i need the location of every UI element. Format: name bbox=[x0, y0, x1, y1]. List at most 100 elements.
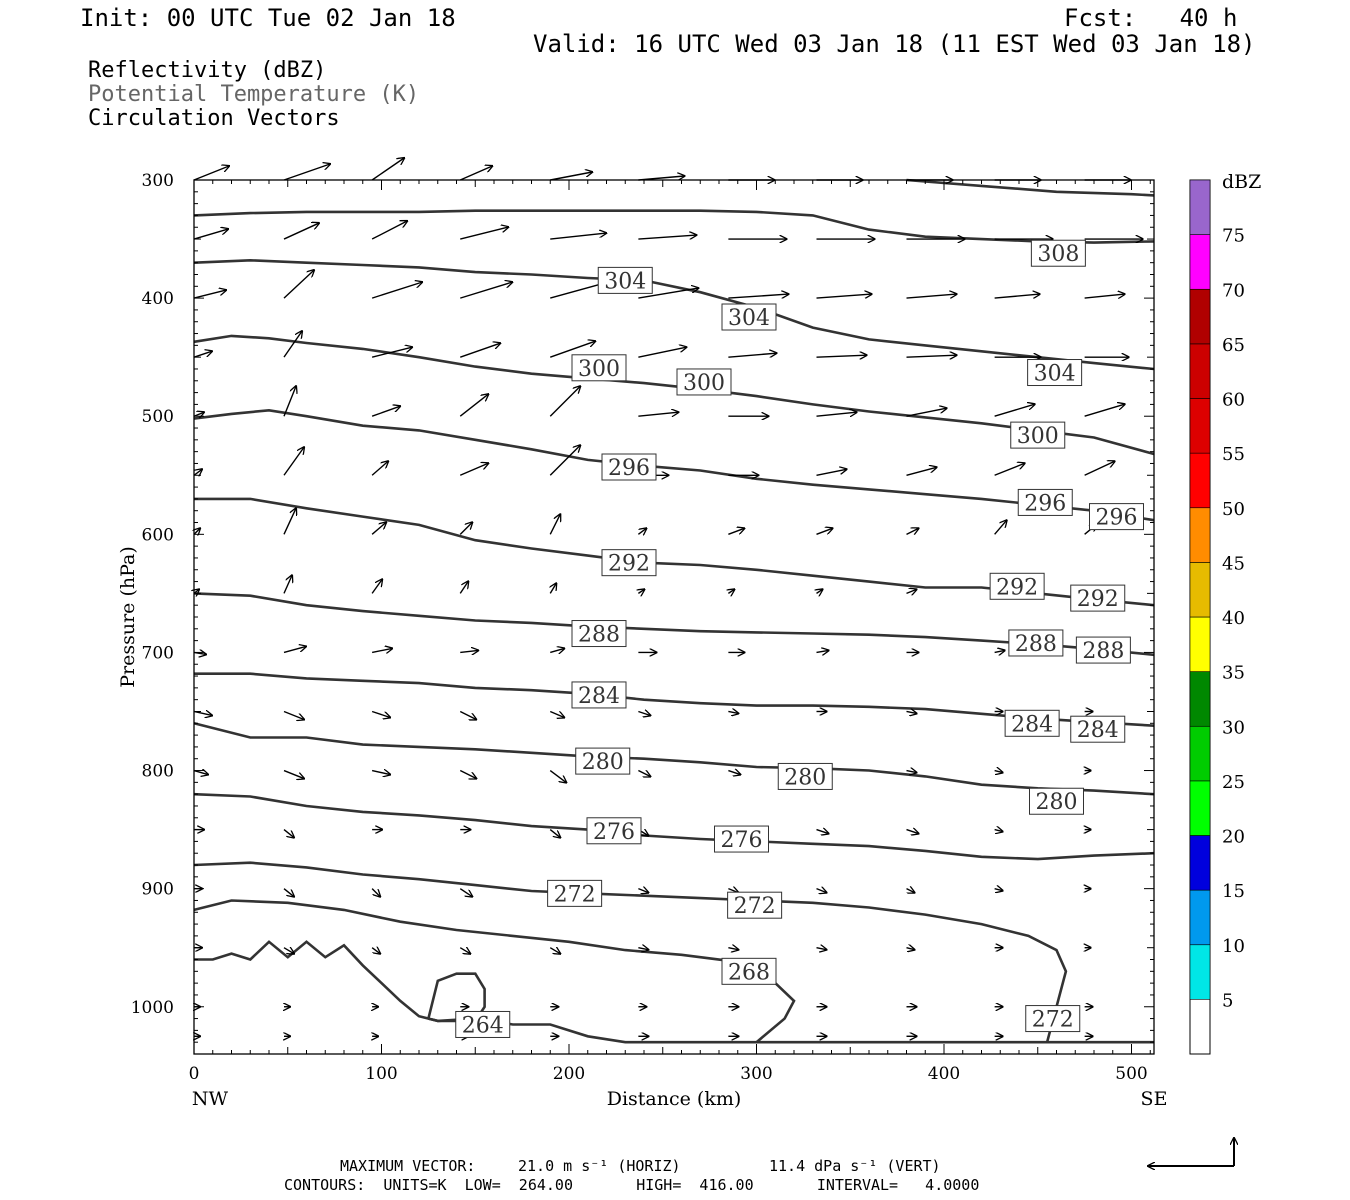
contour-label-box bbox=[1070, 715, 1126, 743]
y-tick-label: 400 bbox=[142, 289, 174, 309]
circulation-vector bbox=[549, 445, 580, 476]
circulation-vector bbox=[994, 771, 1003, 773]
circulation-vector bbox=[816, 294, 872, 299]
circulation-vector bbox=[549, 514, 560, 535]
contour-label-box bbox=[575, 747, 631, 775]
contour-label-box bbox=[1070, 584, 1126, 612]
colorbar-label-10: 10 bbox=[1222, 936, 1245, 957]
circulation-vector bbox=[460, 343, 500, 358]
colorbar-swatch-50 bbox=[1189, 452, 1211, 509]
max-vector-vertical: 11.4 dPa s⁻¹ (VERT) bbox=[769, 1157, 941, 1175]
circulation-vector bbox=[194, 589, 199, 593]
circulation-vector bbox=[459, 463, 488, 476]
colorbar-swatch-75 bbox=[1189, 179, 1211, 235]
circulation-vector bbox=[906, 467, 937, 476]
circulation-vector bbox=[459, 166, 492, 181]
colorbar-swatch-10 bbox=[1189, 889, 1211, 946]
init-time: Init: 00 UTC Tue 02 Jan 18 bbox=[80, 4, 456, 32]
colorbar-label-65: 65 bbox=[1222, 335, 1245, 356]
contour-line-276 bbox=[193, 792, 1155, 861]
circulation-vector bbox=[906, 771, 917, 773]
colorbar-label-50: 50 bbox=[1222, 499, 1245, 520]
circulation-vector bbox=[283, 508, 296, 535]
contour-label-box bbox=[455, 1010, 511, 1038]
circulation-vector bbox=[549, 710, 564, 717]
circulation-vector bbox=[371, 221, 407, 240]
circulation-vector bbox=[906, 589, 917, 593]
circulation-vector bbox=[459, 948, 470, 954]
circulation-vector bbox=[371, 771, 390, 775]
colorbar-label-60: 60 bbox=[1222, 390, 1245, 411]
contour-label-304: 304 bbox=[728, 306, 770, 331]
circulation-vector bbox=[994, 404, 1035, 417]
contour-line-304 bbox=[193, 258, 1155, 371]
contour-line-288 bbox=[193, 592, 1155, 657]
x-tick-label: 300 bbox=[740, 1064, 772, 1084]
circulation-vector bbox=[638, 347, 686, 358]
contour-label-box bbox=[571, 681, 627, 709]
circulation-vector bbox=[994, 650, 1005, 652]
circulation-vector bbox=[1084, 461, 1115, 476]
contour-label-276: 276 bbox=[721, 828, 763, 853]
circulation-vector bbox=[283, 223, 319, 240]
contour-label-284: 284 bbox=[578, 684, 620, 709]
circulation-vector bbox=[638, 589, 644, 593]
contour-label-272: 272 bbox=[554, 882, 596, 907]
colorbar-swatch-60 bbox=[1189, 343, 1211, 399]
contour-line-300 bbox=[193, 334, 1155, 456]
circulation-vector bbox=[193, 711, 212, 715]
colorbar-swatch-55 bbox=[1189, 398, 1211, 454]
colorbar-swatch-45 bbox=[1189, 507, 1211, 563]
y-tick-label: 700 bbox=[142, 643, 174, 663]
contour-label-box bbox=[989, 572, 1045, 600]
x-tick-label: 200 bbox=[553, 1064, 585, 1084]
contour-label-276: 276 bbox=[593, 820, 635, 845]
circulation-vector bbox=[637, 528, 646, 534]
y-tick-label: 1000 bbox=[131, 998, 174, 1018]
x-tick-label: 0 bbox=[189, 1064, 200, 1084]
circulation-vector bbox=[459, 581, 468, 594]
circulation-vector bbox=[459, 888, 472, 897]
circulation-vector bbox=[1084, 294, 1125, 299]
contour-label-288: 288 bbox=[578, 623, 620, 648]
circulation-vector bbox=[283, 888, 294, 897]
circulation-vector bbox=[283, 646, 306, 654]
circulation-vector bbox=[193, 166, 229, 181]
contour-label-280: 280 bbox=[582, 750, 624, 775]
circulation-vector bbox=[817, 589, 823, 593]
legend-potential-temperature: Potential Temperature (K) bbox=[88, 82, 420, 107]
colorbar-swatch-20 bbox=[1189, 780, 1211, 836]
circulation-vector bbox=[283, 447, 304, 476]
contour-label-box bbox=[1029, 787, 1084, 815]
y-tick-label: 300 bbox=[142, 171, 174, 191]
circulation-vector bbox=[550, 233, 606, 240]
circulation-vector bbox=[371, 888, 380, 897]
circulation-vector bbox=[193, 412, 204, 416]
colorbar-label-15: 15 bbox=[1222, 881, 1245, 902]
circulation-vector bbox=[638, 771, 650, 777]
colorbar-swatch-65 bbox=[1189, 288, 1211, 345]
contour-line-unlabeled-13 bbox=[906, 178, 1155, 197]
circulation-vector bbox=[283, 386, 296, 417]
circulation-vector bbox=[371, 406, 400, 417]
colorbar-label-20: 20 bbox=[1222, 827, 1245, 848]
colorbar-unit: dBZ bbox=[1222, 171, 1261, 193]
contour-label-300: 300 bbox=[578, 357, 620, 382]
contour-label-box bbox=[597, 266, 653, 294]
y-axis-title: Pressure (hPa) bbox=[117, 546, 139, 688]
circulation-vector bbox=[371, 579, 382, 594]
x-tick-label: 100 bbox=[365, 1064, 397, 1084]
colorbar-label-75: 75 bbox=[1222, 226, 1245, 247]
x-end-label-se: SE bbox=[1141, 1088, 1168, 1110]
circulation-vector bbox=[371, 522, 386, 535]
circulation-vector bbox=[371, 948, 380, 954]
contour-line-280 bbox=[193, 722, 1155, 796]
valid-time: Valid: 16 UTC Wed 03 Jan 18 (11 EST Wed … bbox=[533, 30, 1256, 58]
contour-label-304: 304 bbox=[604, 269, 646, 294]
contour-label-box bbox=[601, 549, 657, 577]
circulation-vector bbox=[638, 176, 684, 181]
circulation-vector bbox=[459, 522, 472, 535]
circulation-vector bbox=[816, 830, 829, 834]
x-tick-label: 400 bbox=[928, 1064, 960, 1084]
x-end-label-nw: NW bbox=[192, 1088, 229, 1110]
